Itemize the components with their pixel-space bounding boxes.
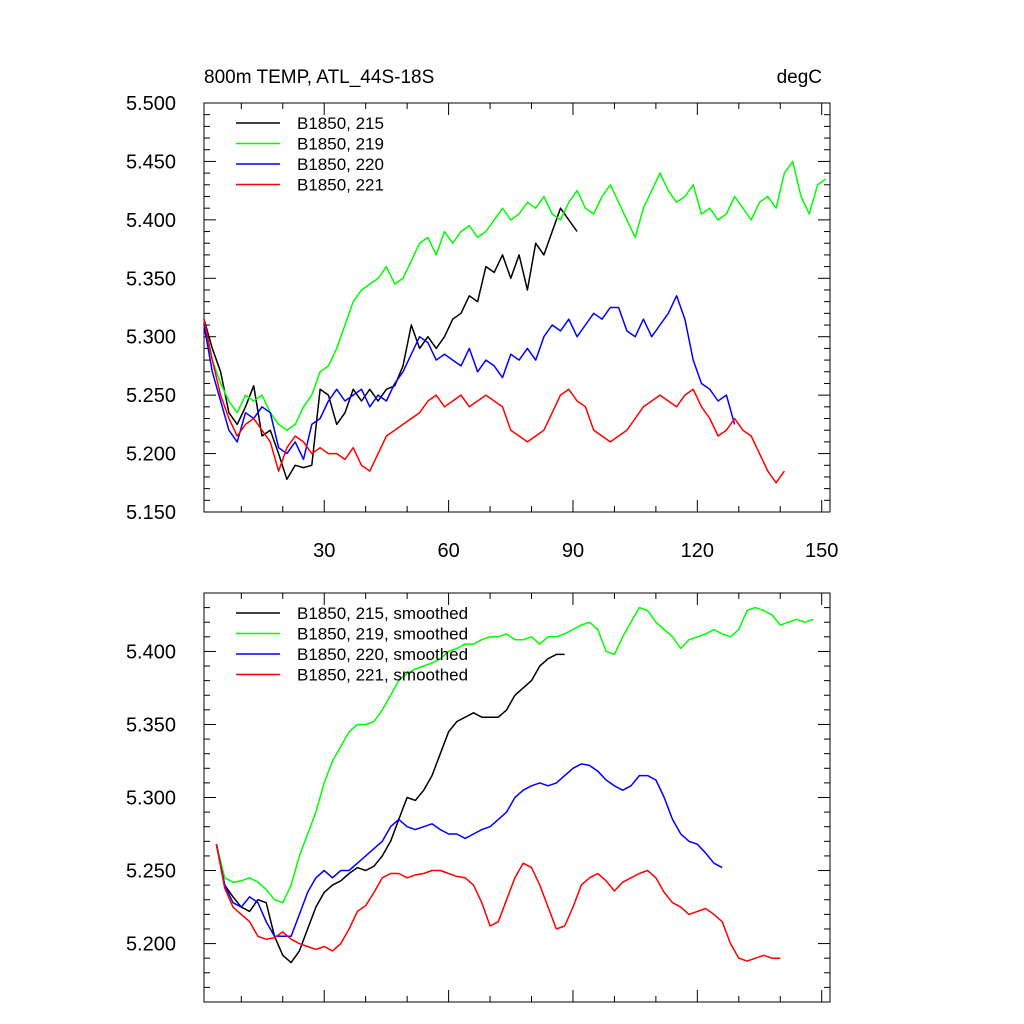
- y-tick-label: 5.200: [126, 934, 176, 956]
- top-panel: 800m TEMP, ATL_44S-18S degC 30 60 90 120 150…: [126, 67, 838, 562]
- y-tick-label: 5.450: [126, 151, 176, 173]
- top-plot-frame: [203, 102, 831, 513]
- series-line-3: [203, 295, 736, 461]
- y-tick-label: 5.500: [126, 93, 176, 115]
- series-line-4: [203, 319, 786, 484]
- units-label: degC: [777, 67, 822, 88]
- legend-label-3: B1850, 220, smoothed: [297, 645, 468, 664]
- y-tick-label: 5.350: [126, 268, 176, 290]
- y-tick-label: 5.400: [126, 210, 176, 232]
- top-series-group: [203, 160, 827, 484]
- bottom-series-group: [215, 606, 814, 964]
- y-tick-label: 5.200: [126, 444, 176, 466]
- series-line-3: [215, 763, 723, 938]
- series-line-2: [203, 160, 827, 431]
- x-tick-label: 60: [437, 540, 459, 562]
- bottom-axes: 5.200 5.250 5.300 5.350 5.400: [126, 592, 830, 1003]
- legend-label-4: B1850, 221: [297, 176, 384, 195]
- chart-title: 800m TEMP, ATL_44S-18S: [204, 67, 434, 88]
- y-tick-label: 5.300: [126, 327, 176, 349]
- y-tick-label: 5.300: [126, 788, 176, 810]
- legend-label-4: B1850, 221, smoothed: [297, 666, 468, 685]
- series-line-2: [215, 606, 814, 904]
- bottom-legend: B1850, 215, smoothed B1850, 219, smoothed…: [236, 604, 468, 685]
- series-line-4: [215, 844, 781, 962]
- legend-label-2: B1850, 219, smoothed: [297, 625, 468, 644]
- x-tick-label: 30: [313, 540, 335, 562]
- x-tick-label: 90: [562, 540, 584, 562]
- y-tick-label: 5.250: [126, 385, 176, 407]
- y-tick-label: 5.350: [126, 714, 176, 736]
- legend-label-1: B1850, 215, smoothed: [297, 604, 468, 623]
- series-line-1: [203, 207, 578, 481]
- x-tick-label: 120: [681, 540, 714, 562]
- legend-label-3: B1850, 220: [297, 155, 384, 174]
- y-tick-label: 5.400: [126, 641, 176, 663]
- series-line-1: [215, 653, 565, 964]
- y-tick-label: 5.150: [126, 502, 176, 524]
- legend-label-1: B1850, 215: [297, 114, 384, 133]
- x-tick-label: 150: [805, 540, 838, 562]
- bottom-panel: 5.200 5.250 5.300 5.350 5.400 B1850, 215, sm…: [126, 592, 831, 1003]
- legend-label-2: B1850, 219: [297, 135, 384, 154]
- y-tick-label: 5.250: [126, 861, 176, 883]
- top-axes: 30 60 90 120 150 5.150 5.200 5.250 5.300 5.350 5.4…: [126, 93, 838, 562]
